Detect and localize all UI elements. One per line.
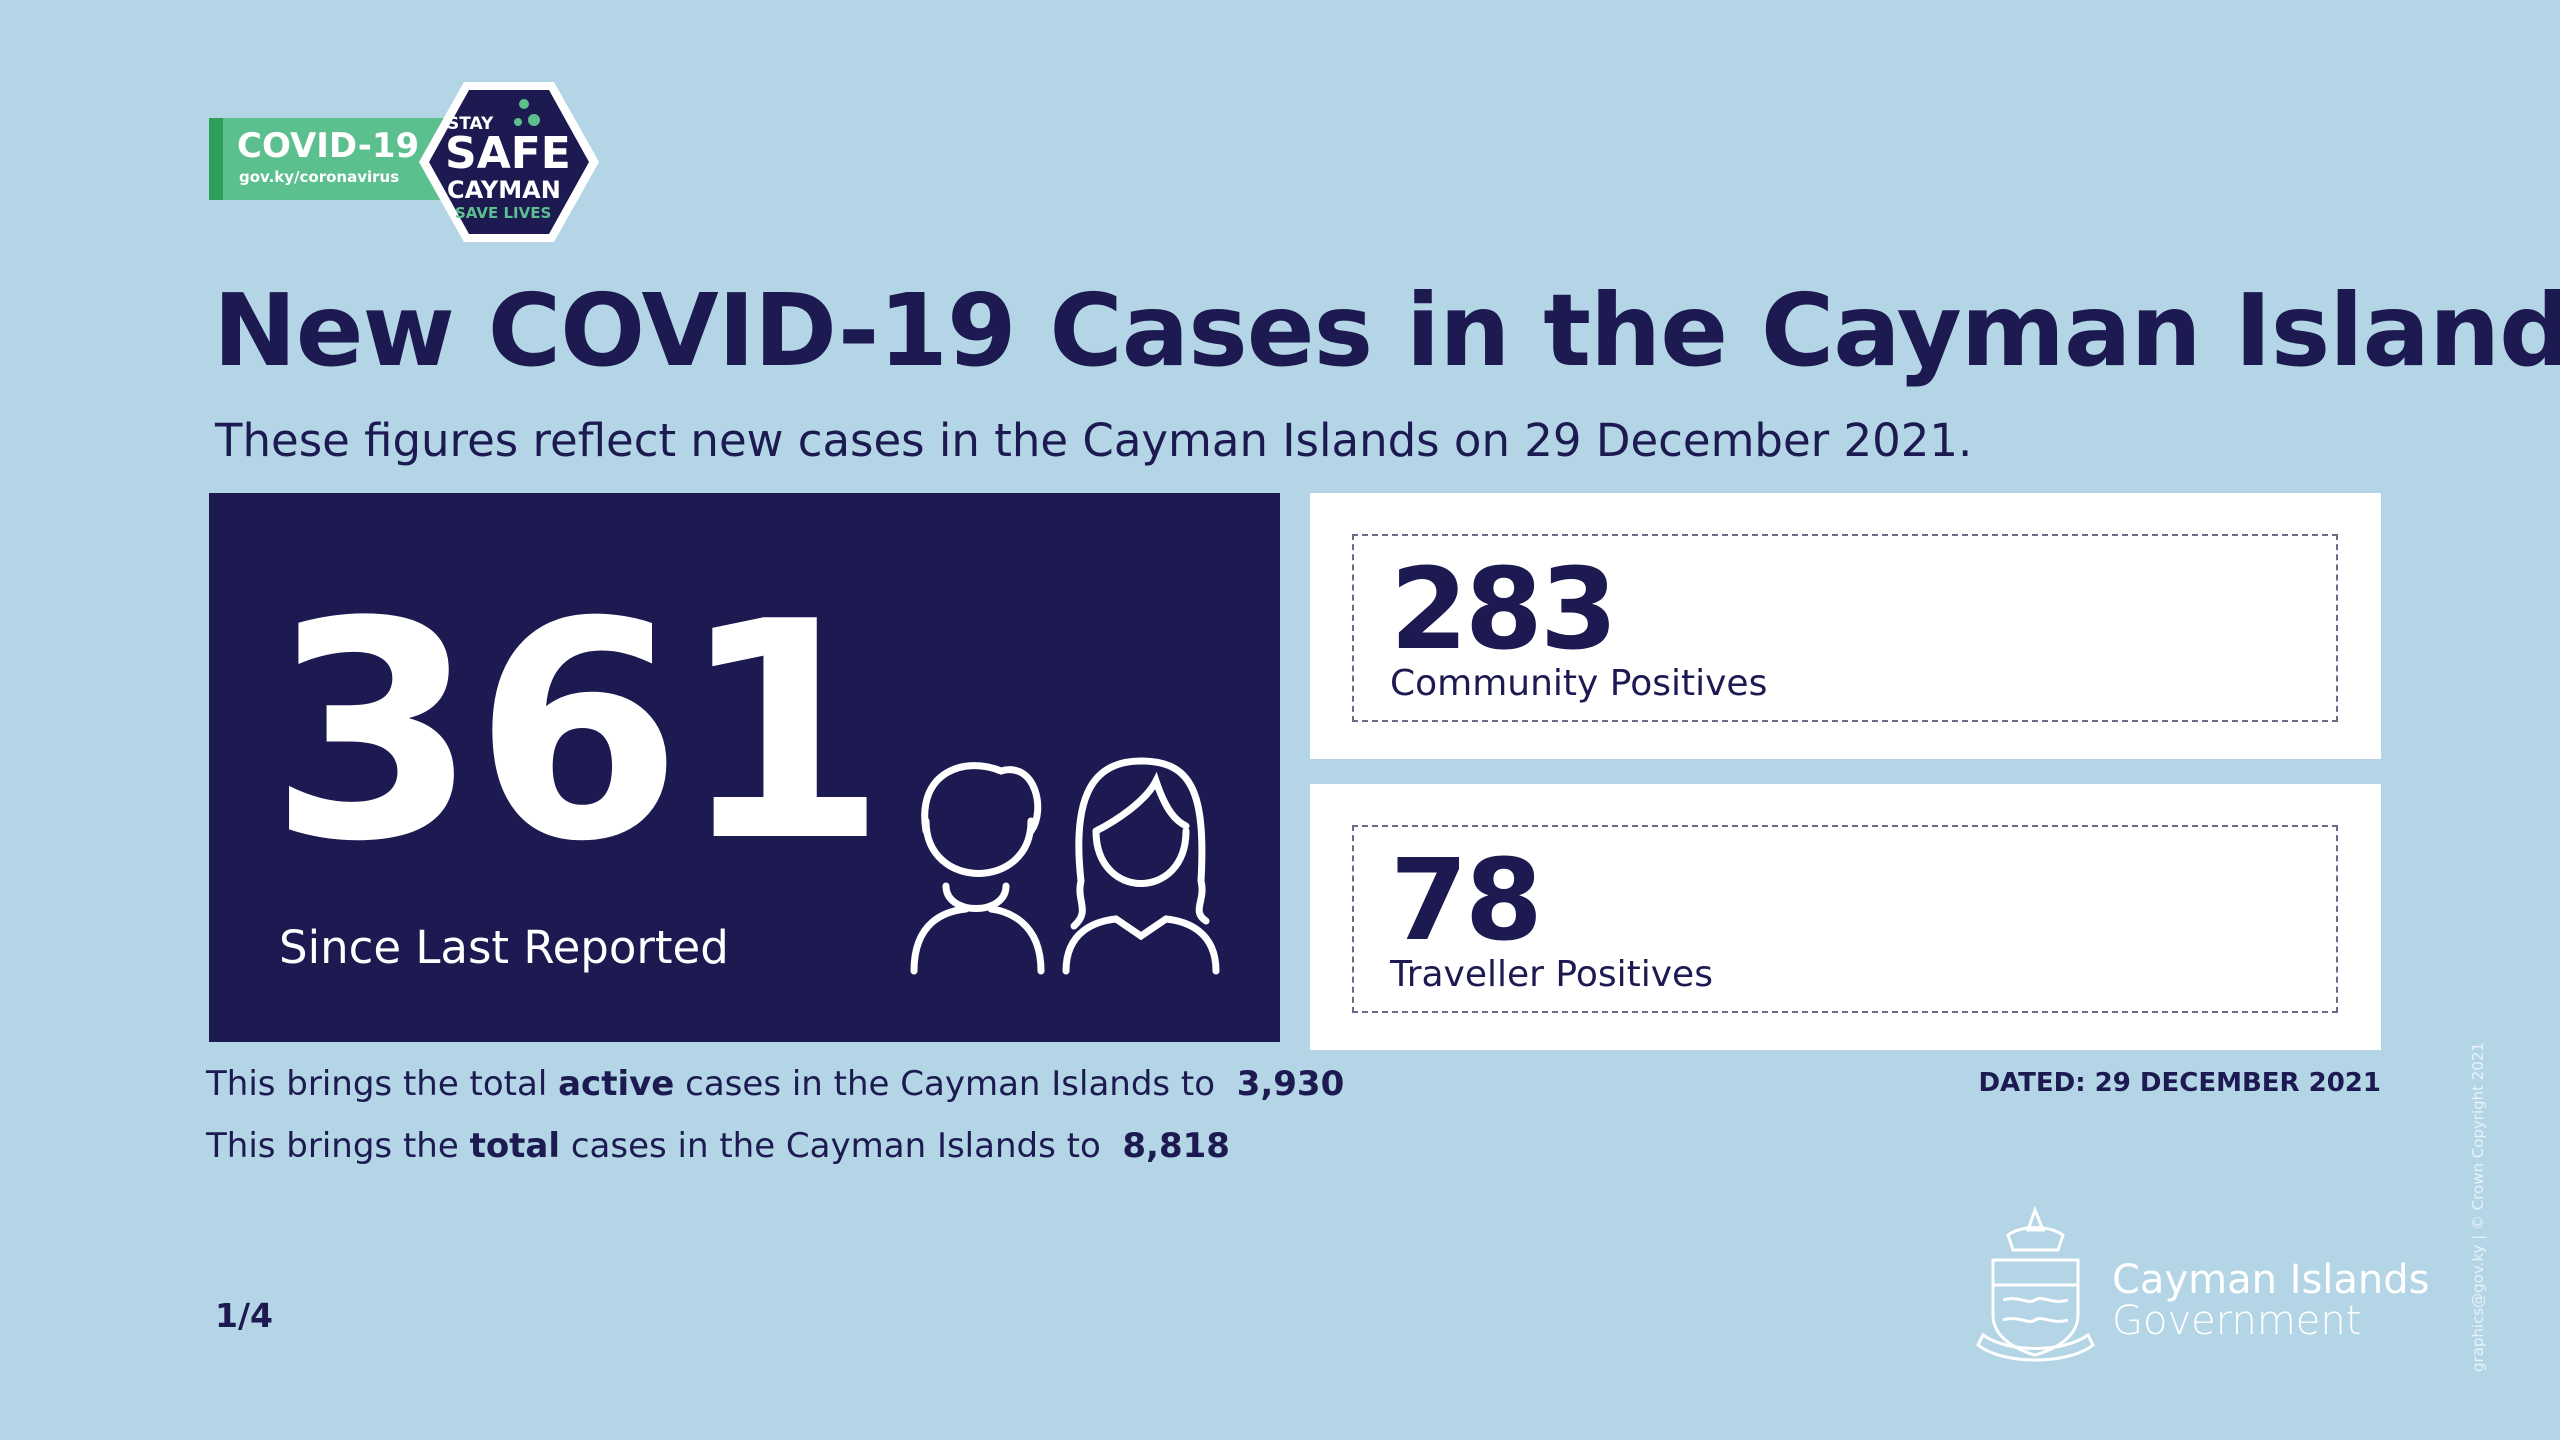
logo-hexagon [419,82,599,242]
crest [1976,1205,2095,1362]
dated: DATED: 29 DECEMBER 2021 [1978,1068,2381,1098]
logo-stay: STAY [447,114,494,134]
card-border [1352,534,2338,722]
logo-url: gov.ky/coronavirus [239,168,400,186]
card-number: 78 [1390,836,1543,966]
text: total [469,1126,561,1166]
logo: COVID-19 gov.ky/coronavirus STAY SAFE CA… [209,72,609,252]
card-border [1352,825,2338,1013]
page-number: 1/4 [215,1296,273,1335]
text: This brings the [206,1126,459,1166]
main-number: 361 [269,558,887,907]
main-panel: 361 Since Last Reported [209,493,1280,1042]
credit: graphics@gov.ky | © Crown Copyright 2021 [2469,1042,2487,1372]
card: 78 Traveller Positives [1310,784,2381,1050]
text: This brings the total [206,1064,548,1104]
people-icon [910,757,1220,975]
text: active [558,1064,675,1104]
logo-bar [209,118,449,200]
logo-safe: SAFE [445,128,571,179]
text: cases in the Cayman Islands to [685,1064,1216,1104]
gov-name: Cayman Islands [2112,1257,2430,1303]
card: 283 Community Positives [1310,493,2381,759]
logo-cayman: CAYMAN [447,176,561,204]
main-label: Since Last Reported [279,921,729,974]
card-label: Community Positives [1390,663,1768,704]
card-label: Traveller Positives [1390,954,1713,995]
total-line: This brings the total cases in the Cayma… [206,1126,1230,1166]
card-number: 283 [1390,545,1618,675]
title: New COVID-19 Cases in the Cayman Islands [213,272,2560,389]
logo-label: COVID-19 [237,126,420,166]
value: 8,818 [1122,1126,1230,1166]
total-line: This brings the total active cases in th… [206,1064,1344,1104]
text: cases in the Cayman Islands to [570,1126,1101,1166]
value: 3,930 [1236,1064,1345,1104]
subtitle: These figures reflect new cases in the C… [215,414,1973,467]
gov-subname: Government [2112,1298,2362,1344]
logo-save: SAVE LIVES [455,204,552,222]
